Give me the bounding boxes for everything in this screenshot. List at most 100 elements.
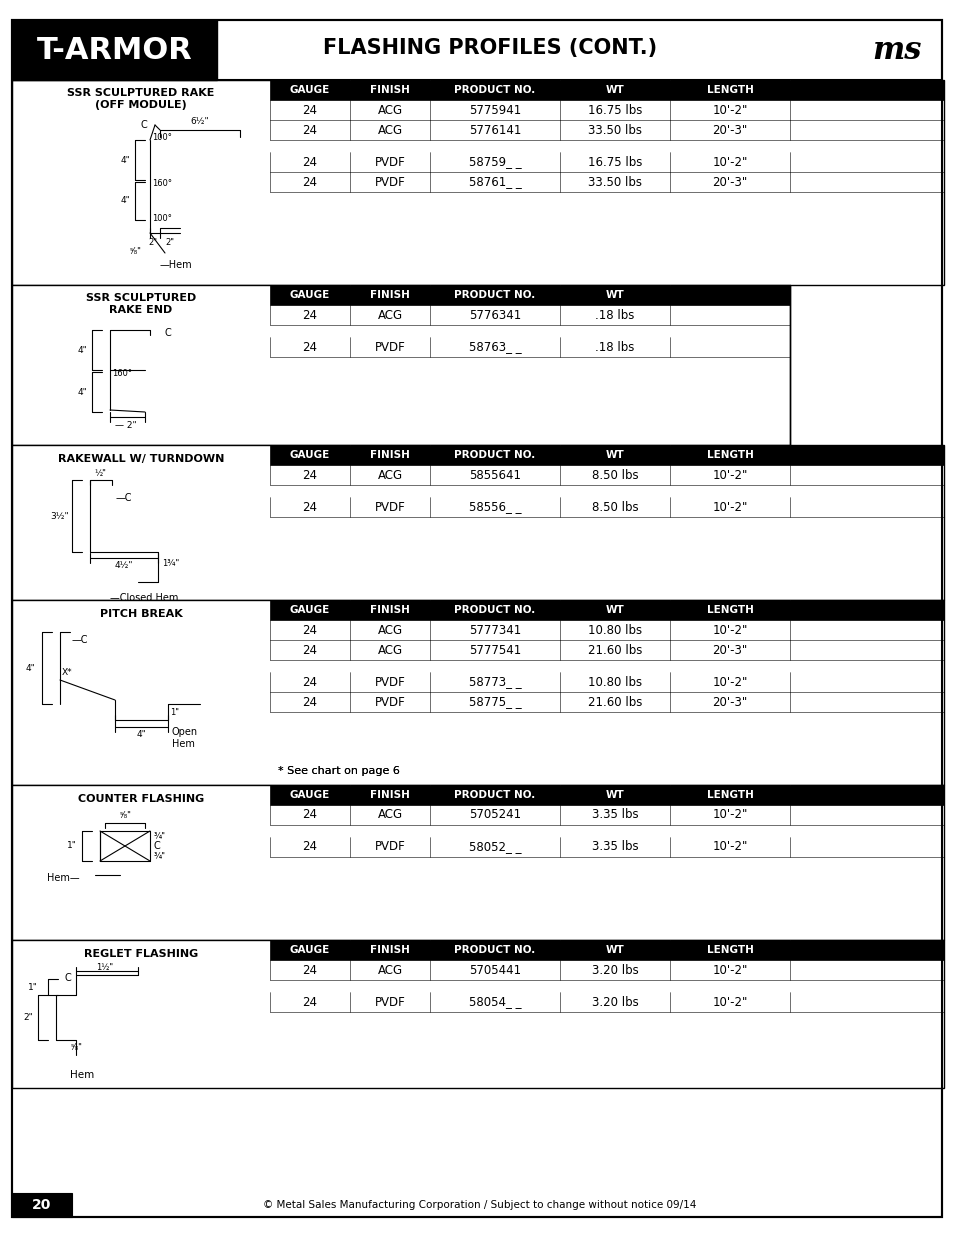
Text: 4": 4" [25,663,35,673]
Text: FINISH: FINISH [370,790,410,800]
Text: 20'-3": 20'-3" [712,175,747,189]
Text: ACG: ACG [377,963,402,977]
Text: 24: 24 [302,156,317,168]
Text: ACG: ACG [377,468,402,482]
Bar [270,600,943,620]
Text: PRODUCT NO.: PRODUCT NO. [454,790,535,800]
Text: 4": 4" [77,346,87,354]
Text: 24: 24 [302,104,317,116]
Text: 24: 24 [302,695,317,709]
Text: ½": ½" [94,468,106,478]
Text: 5777541: 5777541 [468,643,520,657]
Text: 10'-2": 10'-2" [712,841,747,853]
Bar [270,445,943,466]
Text: PRODUCT NO.: PRODUCT NO. [454,450,535,459]
Text: SSR SCULPTURED: SSR SCULPTURED [86,293,196,303]
Text: 24: 24 [302,309,317,321]
Text: 3.35 lbs: 3.35 lbs [591,841,638,853]
Bar [12,600,943,785]
Bar [12,785,943,940]
Text: 2": 2" [23,1013,32,1021]
Text: Hem: Hem [70,1070,94,1079]
Text: 24: 24 [302,468,317,482]
Text: 20'-3": 20'-3" [712,695,747,709]
Text: 10'-2": 10'-2" [712,104,747,116]
Text: ⁵⁄₈": ⁵⁄₈" [70,1042,82,1051]
Text: * See chart on page 6: * See chart on page 6 [277,766,399,776]
Text: 10.80 lbs: 10.80 lbs [587,624,641,636]
Text: ¾": ¾" [153,831,166,841]
Text: 24: 24 [302,809,317,821]
Text: COUNTER FLASHING: COUNTER FLASHING [78,794,204,804]
Text: GAUGE: GAUGE [290,85,330,95]
Text: 58052_ _: 58052_ _ [468,841,520,853]
Text: T-ARMOR: T-ARMOR [37,36,193,64]
Text: ACG: ACG [377,624,402,636]
Text: GAUGE: GAUGE [290,605,330,615]
Text: LENGTH: LENGTH [706,450,753,459]
Text: WT: WT [605,85,623,95]
Text: FINISH: FINISH [370,290,410,300]
Text: Open: Open [172,727,198,737]
Text: 33.50 lbs: 33.50 lbs [587,175,641,189]
Text: X*: X* [62,667,72,677]
Text: 6½": 6½" [191,116,209,126]
Text: PRODUCT NO.: PRODUCT NO. [454,945,535,955]
Text: PVDF: PVDF [375,341,405,353]
Text: 100°: 100° [152,214,172,222]
Text: © Metal Sales Manufacturing Corporation / Subject to change without notice 09/14: © Metal Sales Manufacturing Corporation … [263,1200,696,1210]
Text: 3½": 3½" [51,511,70,520]
Text: 5775941: 5775941 [468,104,520,116]
Text: 4": 4" [120,156,130,164]
Text: 2": 2" [165,237,174,247]
Text: 58759_ _: 58759_ _ [468,156,520,168]
Text: WT: WT [605,945,623,955]
Text: 21.60 lbs: 21.60 lbs [587,695,641,709]
Text: 58054_ _: 58054_ _ [468,995,520,1009]
Bar [270,940,943,960]
Text: FINISH: FINISH [370,605,410,615]
Text: 58556_ _: 58556_ _ [468,500,520,514]
Text: FLASHING PROFILES (CONT.): FLASHING PROFILES (CONT.) [323,38,657,58]
Text: —Hem: —Hem [160,261,193,270]
Text: 8.50 lbs: 8.50 lbs [591,468,638,482]
Text: ms: ms [871,35,921,65]
Text: 24: 24 [302,624,317,636]
Text: WT: WT [605,790,623,800]
Text: PVDF: PVDF [375,841,405,853]
Text: 5705441: 5705441 [469,963,520,977]
Text: 160°: 160° [112,368,132,378]
Text: 10'-2": 10'-2" [712,963,747,977]
Text: PVDF: PVDF [375,175,405,189]
Text: PVDF: PVDF [375,676,405,688]
Text: ⁵⁄₈": ⁵⁄₈" [129,247,141,256]
Text: LENGTH: LENGTH [706,85,753,95]
Bar [270,80,943,100]
Text: 24: 24 [302,124,317,137]
Text: 5777341: 5777341 [468,624,520,636]
Text: ACG: ACG [377,104,402,116]
Text: —C: —C [71,635,89,645]
Text: 4": 4" [120,195,130,205]
Text: * See chart on page 6: * See chart on page 6 [277,766,399,776]
Text: PRODUCT NO.: PRODUCT NO. [454,290,535,300]
Text: C: C [153,841,161,851]
Text: 10'-2": 10'-2" [712,500,747,514]
Text: 160°: 160° [152,179,172,188]
Text: —Closed Hem: —Closed Hem [110,593,178,603]
Text: FINISH: FINISH [370,85,410,95]
Text: .18 lbs: .18 lbs [595,309,634,321]
Text: PVDF: PVDF [375,500,405,514]
Text: 24: 24 [302,963,317,977]
Text: WT: WT [605,605,623,615]
Text: 58775_ _: 58775_ _ [468,695,520,709]
Text: (OFF MODULE): (OFF MODULE) [95,100,187,110]
Text: PVDF: PVDF [375,156,405,168]
Text: 10'-2": 10'-2" [712,995,747,1009]
Text: 3.20 lbs: 3.20 lbs [591,995,638,1009]
Text: SSR SCULPTURED RAKE: SSR SCULPTURED RAKE [68,88,214,98]
Text: 100°: 100° [152,132,172,142]
Text: 58763_ _: 58763_ _ [468,341,520,353]
Text: 1½": 1½" [96,963,113,972]
Text: 4½": 4½" [114,561,133,569]
